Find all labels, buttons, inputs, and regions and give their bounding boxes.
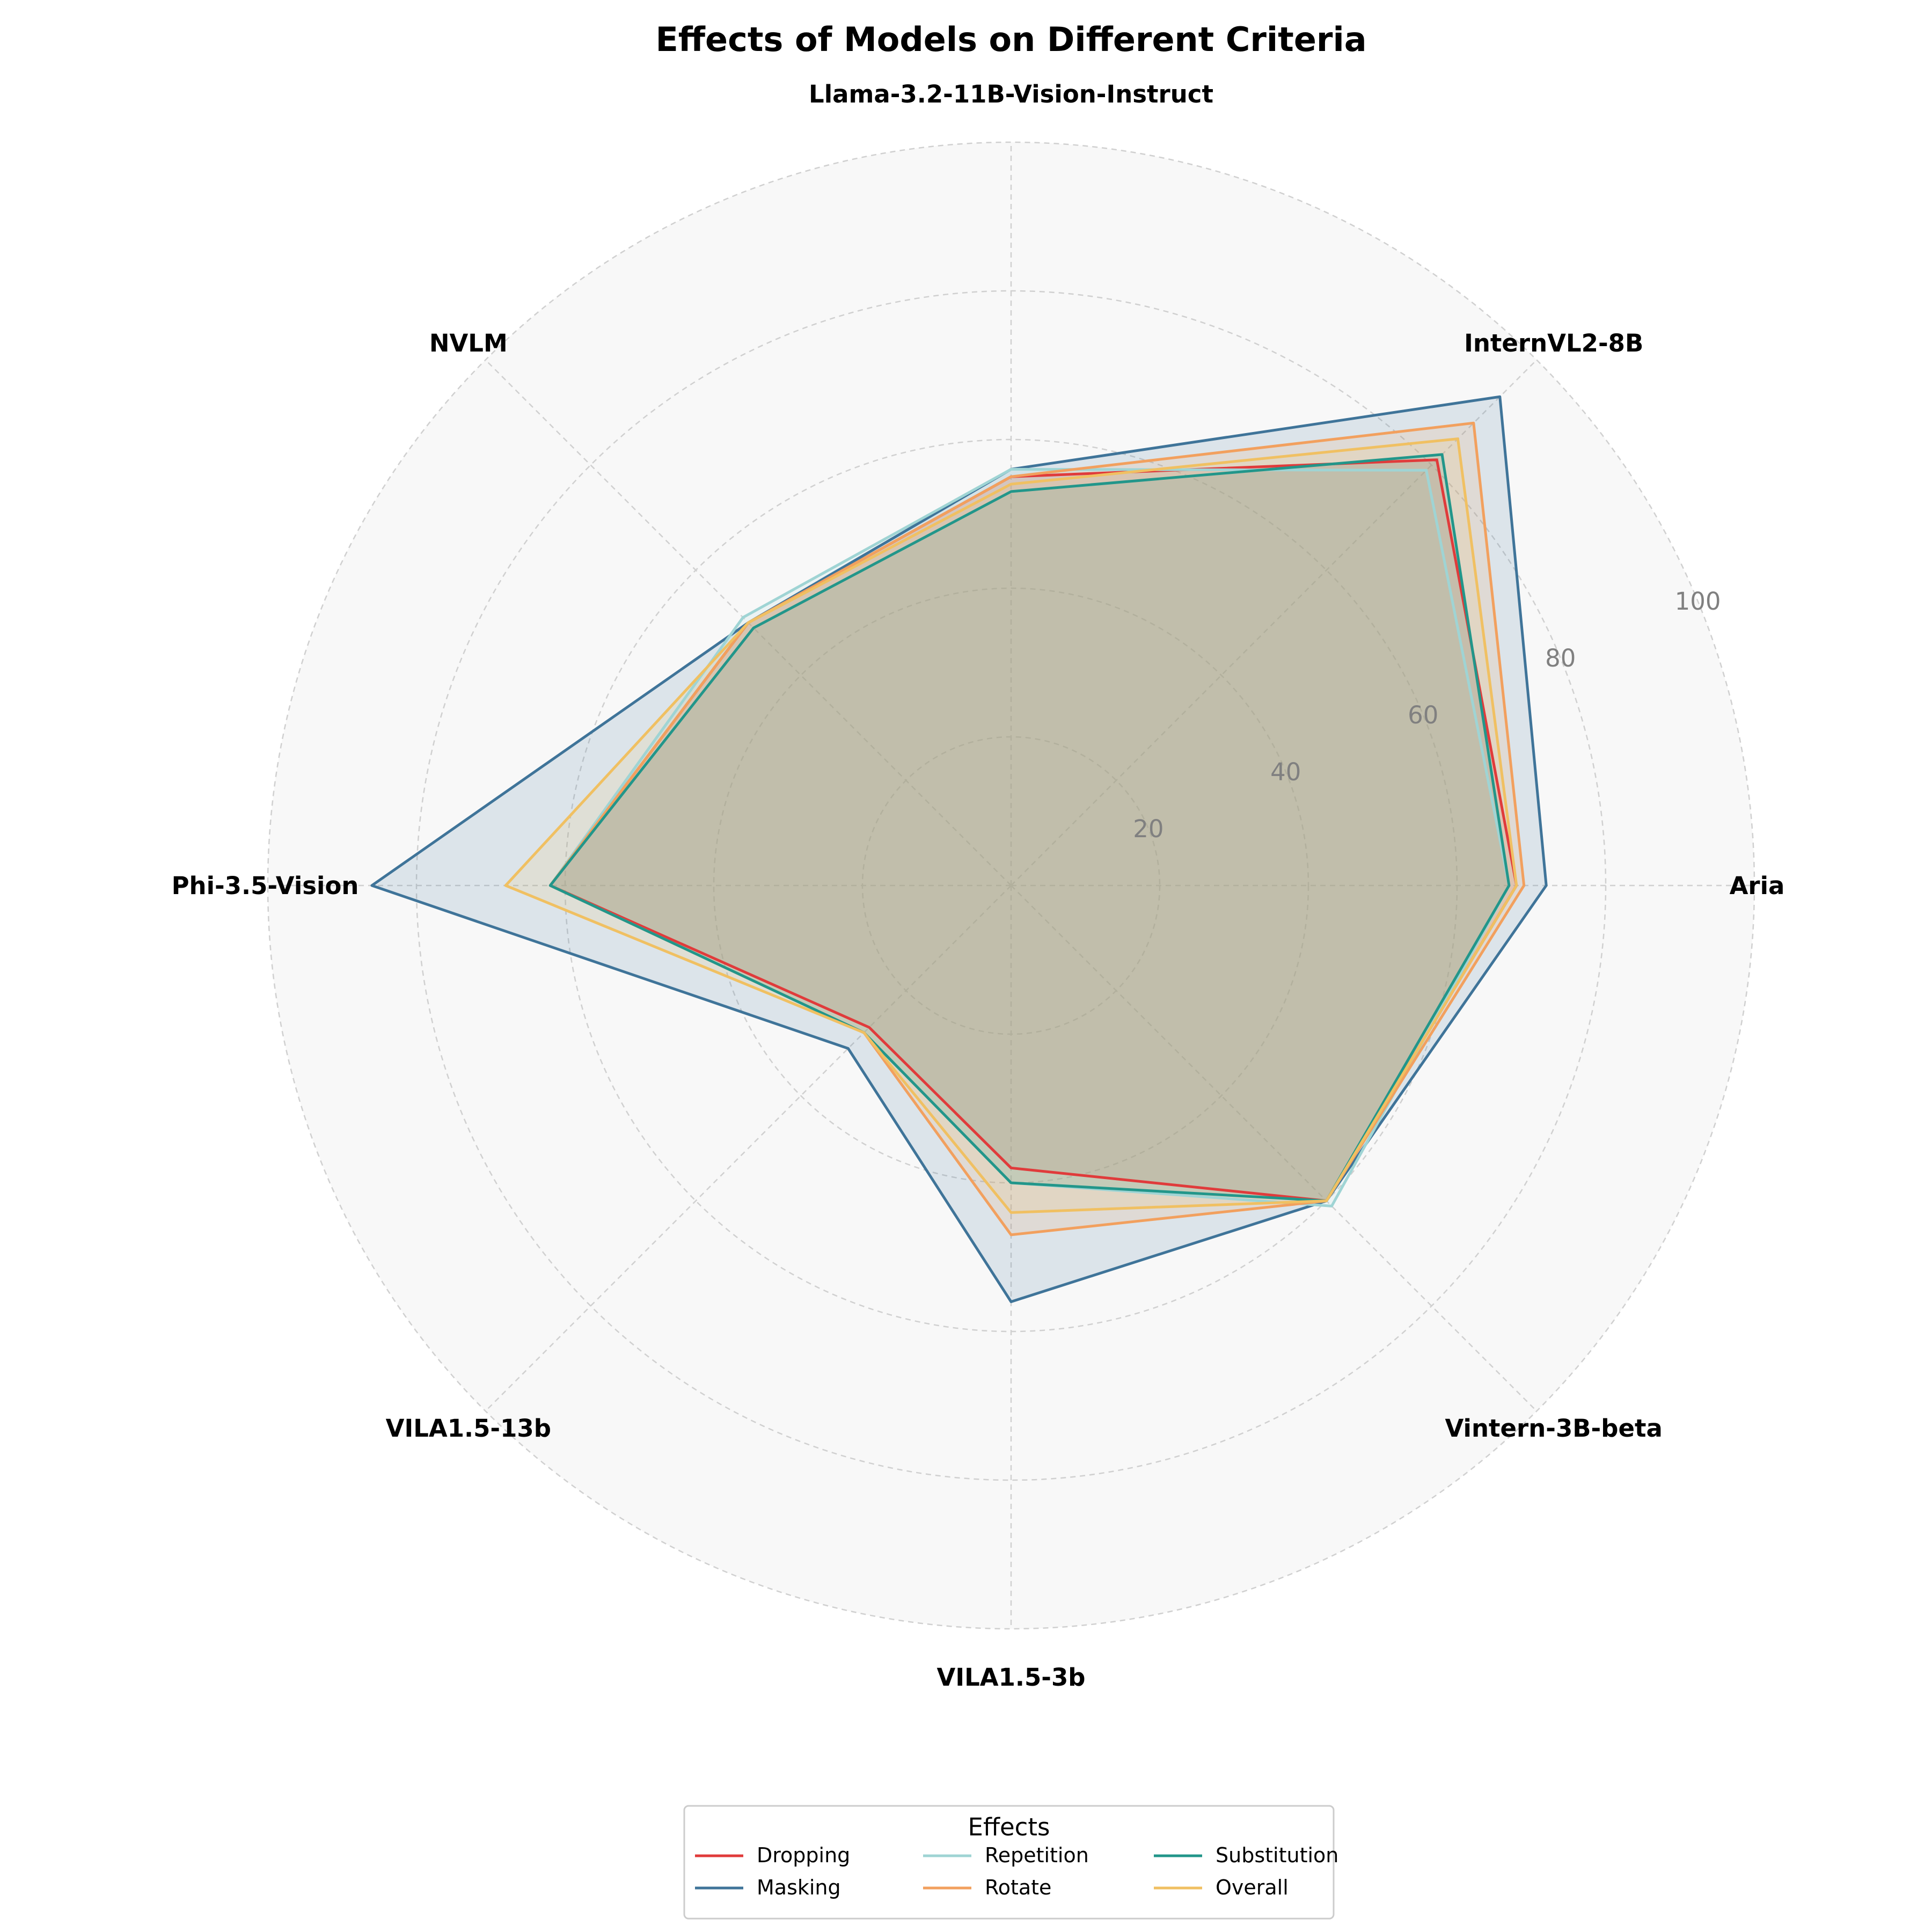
grid-circle xyxy=(267,141,1755,1630)
series-fill-repetition xyxy=(550,469,1509,1206)
legend-label: Repetition xyxy=(985,1843,1089,1867)
category-label: Aria xyxy=(1730,872,1785,900)
legend-label: Rotate xyxy=(985,1876,1051,1899)
series-fill-substitution xyxy=(550,454,1509,1201)
legend-label: Overall xyxy=(1216,1876,1289,1899)
category-label: Llama-3.2-11B-Vision-Instruct xyxy=(809,80,1213,108)
series-fill-overall xyxy=(506,438,1517,1213)
category-label: NVLM xyxy=(429,329,508,357)
category-label: Phi-3.5-Vision xyxy=(172,872,359,900)
radial-tick-label: 60 xyxy=(1408,701,1438,729)
grid-spoke xyxy=(1011,885,1538,1412)
series-line-substitution xyxy=(548,453,1511,1203)
grid-spoke xyxy=(1011,359,1538,886)
series-fill-masking xyxy=(371,397,1547,1302)
legend-box xyxy=(683,1805,1335,1920)
legend: Effects Dropping Masking Repetition Rotate S… xyxy=(683,1805,1338,1920)
category-label: InternVL2-8B xyxy=(1464,329,1643,357)
series-line-masking xyxy=(370,395,1548,1304)
series-fill-rotate xyxy=(550,423,1524,1235)
radial-tick-label: 40 xyxy=(1270,758,1301,786)
category-label: VILA1.5-3b xyxy=(937,1663,1086,1692)
series-fill-dropping xyxy=(550,459,1517,1201)
chart-title: Effects of Models on Different Criteria xyxy=(655,20,1366,59)
radial-tick-label: 100 xyxy=(1675,587,1721,616)
radial-tick-label: 80 xyxy=(1545,644,1576,672)
radial-tick-label: 20 xyxy=(1133,815,1163,843)
grid-spoke xyxy=(485,885,1012,1412)
legend-label: Masking xyxy=(757,1876,841,1899)
category-label: Vintern-3B-beta xyxy=(1445,1414,1663,1443)
series-line-overall xyxy=(504,437,1518,1214)
legend-title: Effects xyxy=(968,1813,1050,1841)
category-label: VILA1.5-13b xyxy=(386,1414,551,1443)
legend-label: Substitution xyxy=(1216,1843,1338,1867)
legend-label: Dropping xyxy=(757,1843,850,1867)
